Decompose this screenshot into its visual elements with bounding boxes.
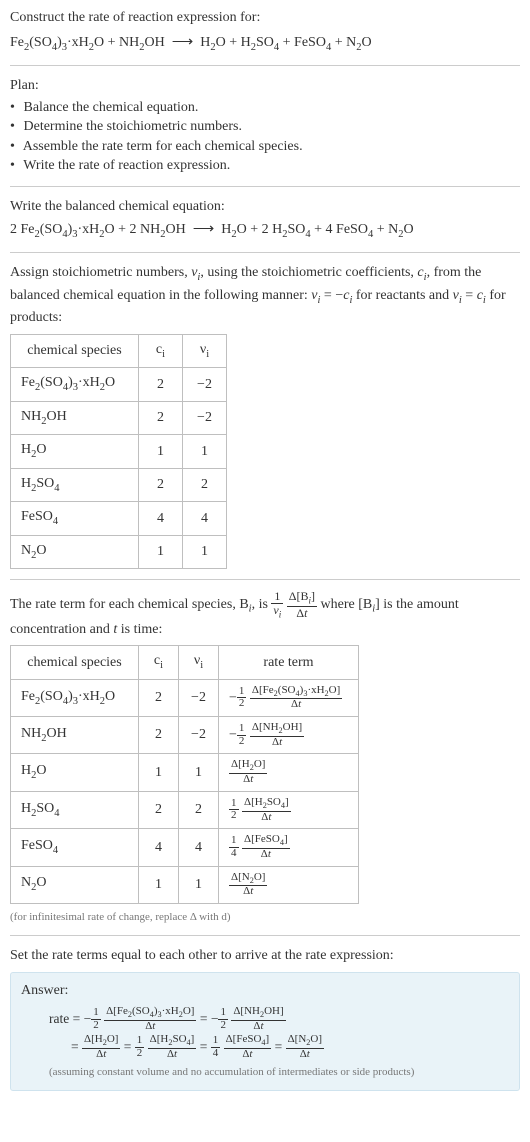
table-cell: 4: [183, 502, 227, 535]
final-section: Set the rate terms equal to each other t…: [10, 946, 520, 1091]
table-cell: 1: [139, 535, 183, 568]
table-cell: 1: [183, 535, 227, 568]
table-row: H2O11Δ[H2O]Δt: [11, 754, 359, 791]
answer-label: Answer:: [21, 981, 509, 1001]
stoich-intro: Assign stoichiometric numbers, νi, using…: [10, 263, 520, 328]
table-cell: H2O: [11, 435, 139, 468]
table-cell: H2O: [11, 754, 139, 791]
table-note: (for infinitesimal rate of change, repla…: [10, 910, 520, 925]
table-cell: 1: [139, 754, 179, 791]
separator: [10, 186, 520, 187]
plan-item: • Balance the chemical equation.: [10, 98, 520, 118]
unbalanced-equation: Fe2(SO4)3·xH2O + NH2OH ⟶ H2O + H2SO4 + F…: [10, 32, 520, 55]
table-cell: 1: [139, 435, 183, 468]
table-row: N2O11: [11, 535, 227, 568]
table-cell: 4: [139, 829, 179, 866]
table-cell: H2SO4: [11, 468, 139, 501]
plan-item: • Write the rate of reaction expression.: [10, 156, 520, 176]
table-row: Fe2(SO4)3·xH2O2−2: [11, 368, 227, 401]
balanced-equation: 2 Fe2(SO4)3·xH2O + 2 NH2OH ⟶ H2O + 2 H2S…: [10, 219, 520, 242]
answer-note: (assuming constant volume and no accumul…: [49, 1065, 509, 1080]
table-cell: 1: [139, 866, 179, 903]
table-row: FeSO444: [11, 502, 227, 535]
table-cell: 4: [139, 502, 183, 535]
separator: [10, 65, 520, 66]
table-cell: 1: [179, 866, 219, 903]
table-header: νi: [179, 646, 219, 679]
table-cell: 2: [139, 468, 183, 501]
table-cell: 2: [139, 401, 183, 434]
table-cell: −2: [179, 716, 219, 753]
answer-box: Answer: rate = −12 Δ[Fe2(SO4)3·xH2O]Δt =…: [10, 972, 520, 1091]
table-cell: −2: [183, 368, 227, 401]
table-row: Fe2(SO4)3·xH2O2−2−12 Δ[Fe2(SO4)3·xH2O]Δt: [11, 679, 359, 716]
separator: [10, 579, 520, 580]
plan-item: • Determine the stoichiometric numbers.: [10, 117, 520, 137]
table-cell: Δ[H2O]Δt: [219, 754, 359, 791]
table-cell: 2: [139, 716, 179, 753]
table-cell: 2: [139, 368, 183, 401]
table-cell: NH2OH: [11, 716, 139, 753]
rate-term-intro: The rate term for each chemical species,…: [10, 590, 520, 639]
table-row: N2O11Δ[N2O]Δt: [11, 866, 359, 903]
table-cell: FeSO4: [11, 829, 139, 866]
table-cell: 12 Δ[H2SO4]Δt: [219, 791, 359, 828]
plan-item: • Assemble the rate term for each chemic…: [10, 137, 520, 157]
table-cell: Fe2(SO4)3·xH2O: [11, 368, 139, 401]
table-row: FeSO44414 Δ[FeSO4]Δt: [11, 829, 359, 866]
table-row: NH2OH2−2: [11, 401, 227, 434]
table-cell: FeSO4: [11, 502, 139, 535]
intro-title: Construct the rate of reaction expressio…: [10, 8, 520, 28]
table-cell: −2: [179, 679, 219, 716]
table-header: ci: [139, 334, 183, 367]
table-header: chemical species: [11, 646, 139, 679]
table-cell: Δ[N2O]Δt: [219, 866, 359, 903]
table-row: NH2OH2−2−12 Δ[NH2OH]Δt: [11, 716, 359, 753]
answer-line-1: rate = −12 Δ[Fe2(SO4)3·xH2O]Δt = −12 Δ[N…: [49, 1005, 509, 1033]
intro-section: Construct the rate of reaction expressio…: [10, 8, 520, 55]
table-row: H2SO42212 Δ[H2SO4]Δt: [11, 791, 359, 828]
table-cell: 1: [183, 435, 227, 468]
table-cell: −12 Δ[Fe2(SO4)3·xH2O]Δt: [219, 679, 359, 716]
balanced-section: Write the balanced chemical equation: 2 …: [10, 197, 520, 242]
table-row: H2O11: [11, 435, 227, 468]
table-cell: 2: [139, 791, 179, 828]
table-row: H2SO422: [11, 468, 227, 501]
stoich-table: chemical speciesciνiFe2(SO4)3·xH2O2−2NH2…: [10, 334, 227, 569]
table-cell: H2SO4: [11, 791, 139, 828]
separator: [10, 935, 520, 936]
table-cell: Fe2(SO4)3·xH2O: [11, 679, 139, 716]
plan-section: Plan: • Balance the chemical equation.• …: [10, 76, 520, 176]
table-cell: N2O: [11, 535, 139, 568]
stoich-section: Assign stoichiometric numbers, νi, using…: [10, 263, 520, 569]
table-header: ci: [139, 646, 179, 679]
table-cell: 14 Δ[FeSO4]Δt: [219, 829, 359, 866]
answer-line-2: = Δ[H2O]Δt = 12 Δ[H2SO4]Δt = 14 Δ[FeSO4]…: [71, 1033, 509, 1061]
table-cell: 1: [179, 754, 219, 791]
table-cell: 4: [179, 829, 219, 866]
table-cell: −2: [183, 401, 227, 434]
balanced-title: Write the balanced chemical equation:: [10, 197, 520, 217]
table-cell: 2: [179, 791, 219, 828]
table-cell: 2: [183, 468, 227, 501]
table-cell: −12 Δ[NH2OH]Δt: [219, 716, 359, 753]
table-cell: 2: [139, 679, 179, 716]
rate-term-table: chemical speciesciνirate termFe2(SO4)3·x…: [10, 645, 359, 904]
final-intro: Set the rate terms equal to each other t…: [10, 946, 520, 966]
separator: [10, 252, 520, 253]
plan-title: Plan:: [10, 76, 520, 96]
table-cell: N2O: [11, 866, 139, 903]
rate-term-section: The rate term for each chemical species,…: [10, 590, 520, 925]
table-header: rate term: [219, 646, 359, 679]
table-header: chemical species: [11, 334, 139, 367]
plan-list: • Balance the chemical equation.• Determ…: [10, 98, 520, 176]
table-header: νi: [183, 334, 227, 367]
table-cell: NH2OH: [11, 401, 139, 434]
